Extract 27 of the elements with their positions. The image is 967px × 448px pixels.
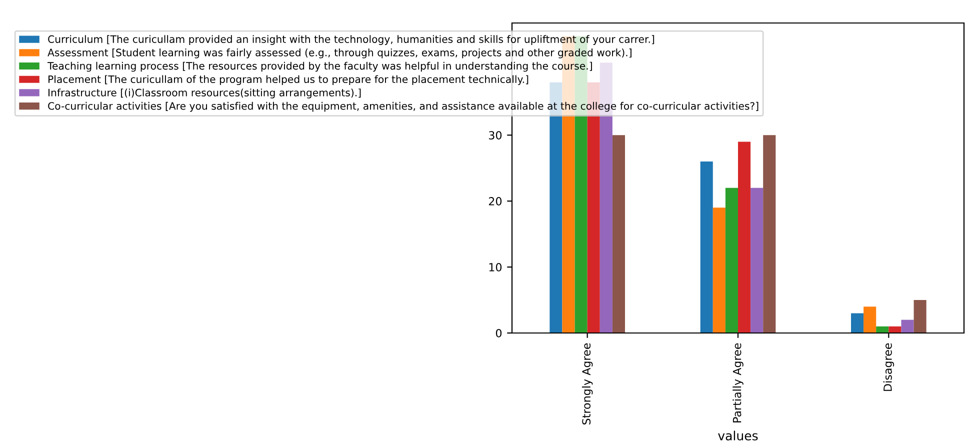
bar <box>763 135 776 333</box>
legend-label: Infrastructure [(i)Classroom resources(sitting arrangements).] <box>48 88 361 98</box>
bar <box>700 162 713 333</box>
bar <box>750 188 764 333</box>
y-tick-label: 0 <box>496 328 502 338</box>
bar <box>914 300 926 333</box>
y-tick-label: 20 <box>488 197 502 206</box>
legend-label: Curriculum [The curicullam provided an insight with the technology, humanities and skills for upliftment of your carrer.] <box>48 35 654 45</box>
bar <box>851 313 864 333</box>
bar <box>738 142 751 333</box>
bar <box>712 208 726 333</box>
legend-label: Co-curricular activities [Are you satisfied with the equipment, amenities, and assistance available at the college for co-curricular activities?] <box>48 102 758 112</box>
legend-label: Assessment [Student learning was fairly assessed (e.g., through quizzes, exams, projects and other graded work).] <box>48 48 632 58</box>
y-tick-label: 10 <box>489 263 502 272</box>
bar <box>612 135 625 333</box>
legend-label: Placement [The curicullam of the program helped us to prepare for the placement technically.] <box>48 75 528 86</box>
x-tick-label: Partially Agree <box>732 343 744 422</box>
x-tick-label: Strongly Agree <box>582 343 593 424</box>
bar <box>876 326 889 333</box>
bar <box>864 306 876 333</box>
y-tick-label: 30 <box>488 131 502 140</box>
x-axis-title: values <box>718 430 758 440</box>
x-tick-label: Disagree <box>883 343 894 391</box>
bar <box>888 326 902 333</box>
bar <box>725 188 738 333</box>
legend-label: Teaching learning process [The resources provided by the faculty was helpful in understanding the course.] <box>47 62 592 72</box>
bar <box>901 320 914 333</box>
